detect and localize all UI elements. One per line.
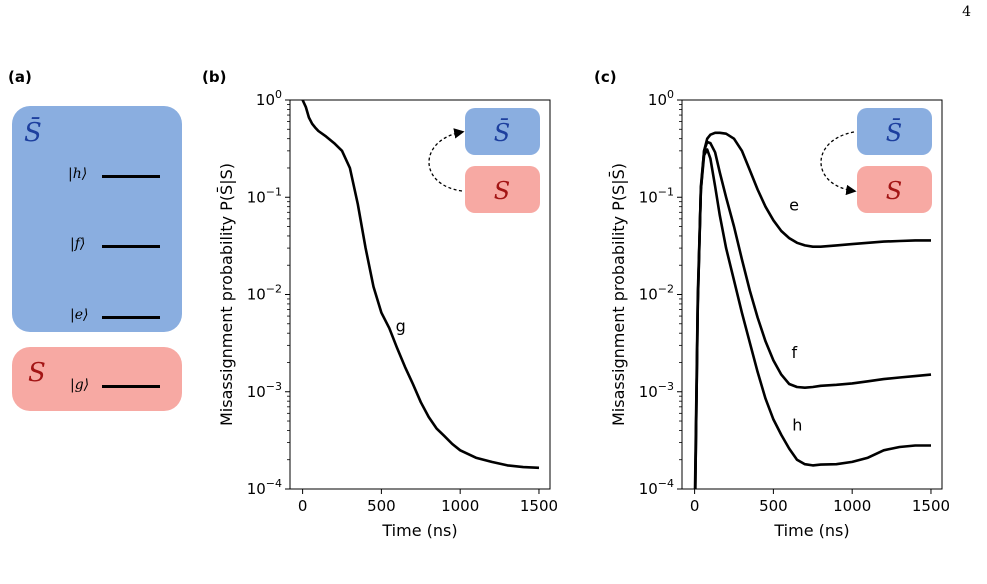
y-tick-label: 10−1 <box>639 185 674 206</box>
series-label-e: e <box>789 196 799 215</box>
x-tick-label: 1500 <box>520 497 558 515</box>
series-line-g <box>301 100 540 470</box>
series-label-f: f <box>792 343 798 362</box>
plot-frame <box>289 99 551 490</box>
y-axis-label: Misassignment probability P(S|S̄) <box>609 163 628 426</box>
inset-b-arrow <box>428 128 465 192</box>
x-axis-label: Time (ns) <box>773 521 849 540</box>
series-line-h <box>693 148 931 489</box>
x-tick-label: 500 <box>759 497 788 515</box>
inset-c-s-bar-text: S̄ <box>886 119 902 147</box>
s-box <box>12 347 182 411</box>
inset-b-s-bar-box <box>465 108 540 155</box>
plot-frame <box>681 99 943 490</box>
x-tick-label: 1500 <box>912 497 950 515</box>
series-label-h: h <box>792 415 802 434</box>
level-e <box>102 316 160 319</box>
y-tick-label: 10−2 <box>639 283 674 304</box>
s-symbol: S <box>28 358 46 388</box>
ket-f: |f⟩ <box>70 236 86 252</box>
y-tick-label: 10−1 <box>247 185 282 206</box>
series-label-g: g <box>396 316 406 335</box>
series-line-e <box>693 131 931 489</box>
y-tick-label: 10−3 <box>247 380 282 401</box>
ket-g: |g⟩ <box>70 377 90 393</box>
inset-c-arrow <box>820 131 857 196</box>
y-tick-label: 100 <box>256 88 282 109</box>
level-f <box>102 245 160 248</box>
y-axis-label: Misassignment probability P(S̄|S) <box>217 163 236 426</box>
x-tick-label: 500 <box>367 497 396 515</box>
inset-b-s-bar-text: S̄ <box>494 119 510 147</box>
ket-h: |h⟩ <box>68 166 88 182</box>
page-number: 4 <box>962 4 971 20</box>
chart-b: 100 10−1 10−2 10−3 10−4 0 500 1000 1500 Time (ns)… <box>217 88 558 540</box>
panel-b-label: (b) <box>202 68 227 86</box>
y-tick-label: 10−4 <box>247 477 282 498</box>
inset-c-s-text: S <box>886 177 902 205</box>
x-tick-label: 1000 <box>833 497 871 515</box>
y-tick-label: 10−2 <box>247 283 282 304</box>
level-g <box>102 385 160 388</box>
inset-b-s-box <box>465 166 540 213</box>
panel-c-label: (c) <box>594 68 617 86</box>
inset-b-s-text: S <box>494 177 510 205</box>
x-tick-label: 0 <box>690 497 700 515</box>
y-tick-label: 100 <box>648 88 674 109</box>
level-h <box>102 175 160 178</box>
inset-c-s-bar-box <box>857 108 932 155</box>
s-bar-symbol: S̄ <box>24 118 42 148</box>
inset-c-s-box <box>857 166 932 213</box>
y-tick-label: 10−3 <box>639 380 674 401</box>
panel-a-label: (a) <box>8 68 32 86</box>
s-bar-box <box>12 106 182 332</box>
chart-c: 100 10−1 10−2 10−3 10−4 0 500 1000 1500 Time (ns)… <box>609 88 950 540</box>
ket-e: |e⟩ <box>70 307 89 323</box>
x-tick-label: 0 <box>298 497 308 515</box>
series-line-f <box>693 140 932 489</box>
y-tick-label: 10−4 <box>639 477 674 498</box>
x-tick-label: 1000 <box>441 497 479 515</box>
inset-c: S̄ S <box>820 108 932 213</box>
x-axis-label: Time (ns) <box>381 521 457 540</box>
inset-b: S̄ S <box>428 108 540 213</box>
